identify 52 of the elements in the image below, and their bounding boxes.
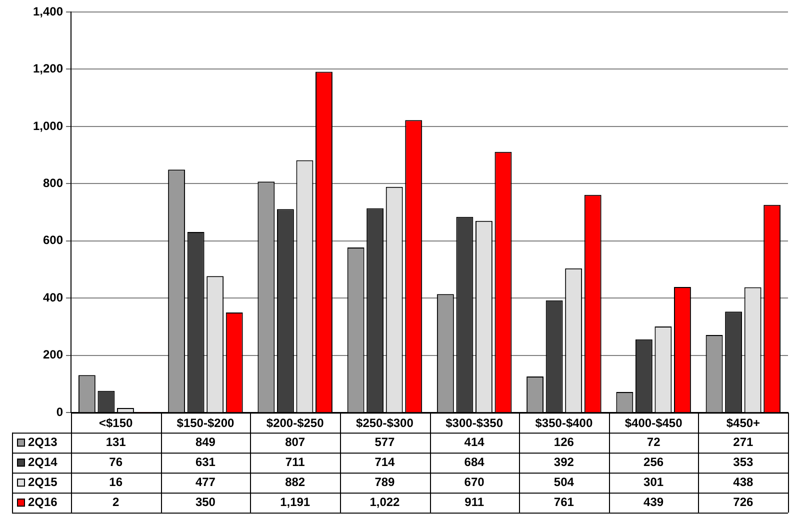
data-label: 414 [464, 434, 485, 449]
data-label: 353 [733, 454, 754, 469]
data-label: 670 [464, 474, 485, 489]
y-tick-label: 400 [43, 290, 64, 304]
x-tick-label: <$150 [98, 416, 134, 430]
data-label: 477 [195, 474, 216, 489]
data-label: 439 [644, 494, 664, 509]
data-label: 849 [195, 434, 216, 449]
legend-label: 2Q15 [28, 474, 58, 489]
data-label: 16 [109, 474, 123, 489]
data-label: 684 [464, 454, 485, 469]
data-label: 789 [374, 474, 396, 489]
data-label: 271 [733, 434, 754, 449]
x-tick-label: $250-$300 [356, 416, 414, 430]
data-label: 1,022 [370, 494, 400, 509]
legend-label: 2Q13 [28, 434, 58, 449]
y-tick-label: 1,400 [33, 4, 64, 18]
data-label: 392 [554, 454, 574, 469]
data-label: 301 [644, 474, 664, 489]
x-tick-label: $450+ [726, 416, 760, 430]
y-tick-label: 1,200 [33, 62, 64, 76]
data-label: 807 [285, 434, 306, 449]
y-tick-label: 1,000 [33, 118, 64, 133]
data-label: 2 [112, 494, 120, 509]
x-tick-label: $150-$200 [176, 416, 234, 430]
data-label: 131 [106, 434, 126, 449]
legend-label: 2Q16 [28, 494, 58, 509]
x-tick-label: $200-$250 [266, 416, 324, 430]
data-label: 256 [644, 454, 664, 469]
y-tick-label: 600 [43, 233, 64, 248]
data-label: 631 [195, 454, 216, 469]
data-label: 350 [195, 494, 216, 509]
legend-label: 2Q14 [28, 454, 58, 469]
data-label: 126 [554, 434, 574, 449]
data-label: 438 [733, 474, 754, 489]
data-label: 761 [554, 494, 574, 509]
y-tick-label: 200 [43, 348, 64, 362]
data-label: 714 [374, 454, 396, 469]
x-tick-label: $300-$350 [446, 416, 504, 430]
y-tick-label: 0 [56, 404, 64, 419]
data-label: 882 [285, 474, 306, 489]
y-tick-label: 800 [43, 176, 64, 190]
data-label: 577 [374, 434, 396, 449]
data-label: 76 [109, 454, 123, 469]
data-label: 504 [554, 474, 574, 489]
x-tick-label: $350-$400 [535, 416, 593, 430]
data-label: 72 [646, 434, 661, 449]
data-label: 726 [733, 494, 754, 509]
x-tick-label: $400-$450 [624, 416, 683, 430]
data-label: 1,191 [280, 494, 310, 509]
data-label: 711 [285, 454, 306, 469]
data-label: 911 [464, 494, 484, 509]
